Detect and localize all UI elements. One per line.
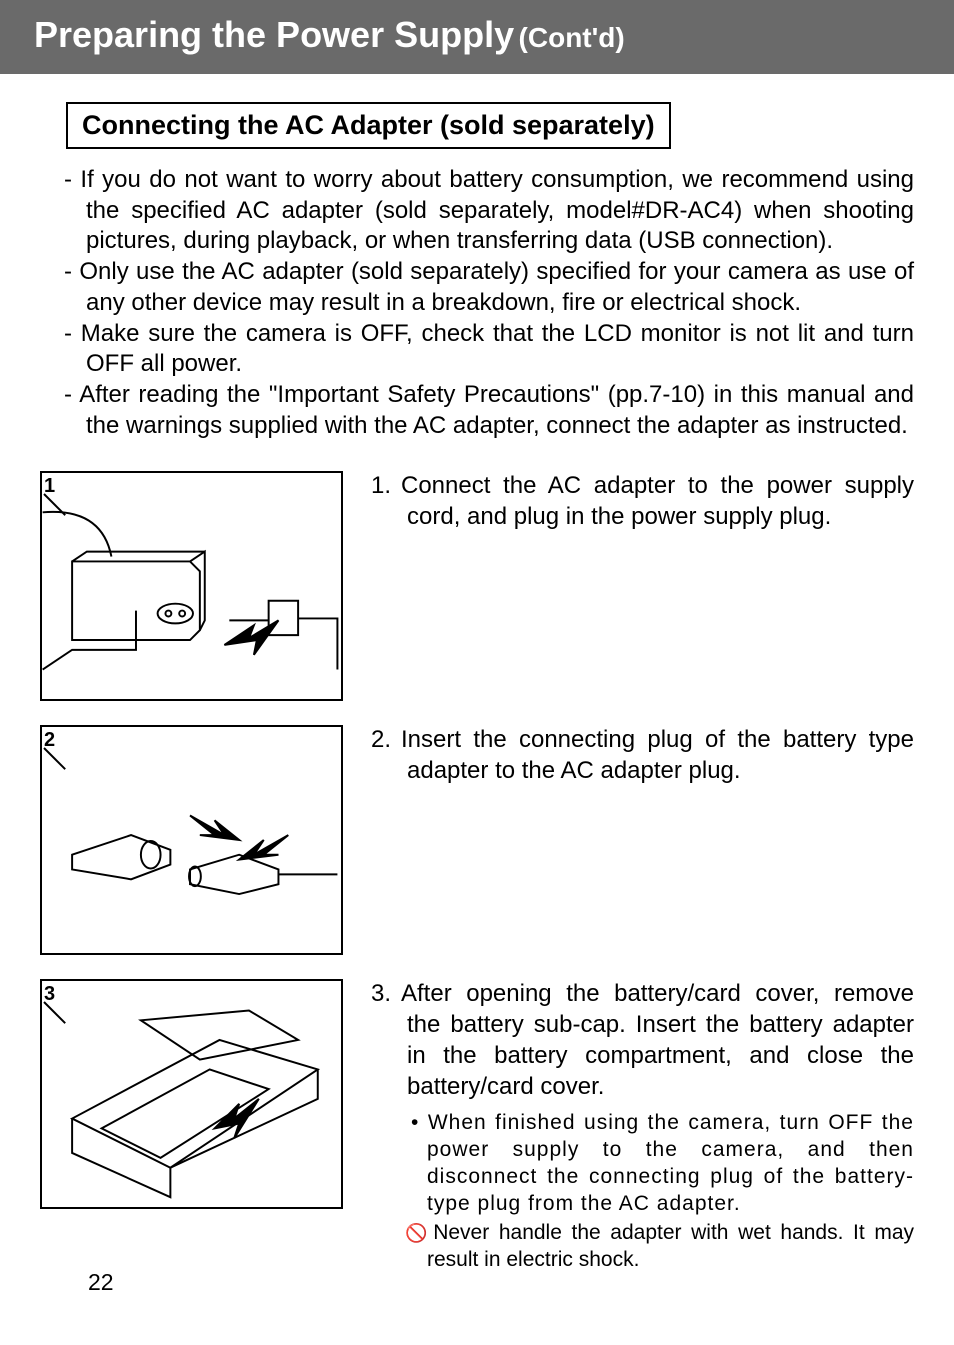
step-illustration-1: 1	[40, 471, 343, 701]
connector-plug-illustration-icon	[42, 727, 341, 953]
illustration-number: 1	[44, 475, 55, 498]
step-illustration-3: 3	[40, 979, 343, 1209]
step-text: 2.Insert the connecting plug of the batt…	[371, 725, 914, 786]
battery-compartment-illustration-icon	[42, 981, 341, 1207]
warning-text: Never handle the adapter with wet hands.…	[427, 1221, 914, 1271]
step-body: Connect the AC adapter to the power supp…	[401, 472, 914, 530]
illustration-number: 2	[44, 729, 55, 752]
step-body: After opening the battery/card cover, re…	[401, 980, 914, 1099]
step-body: Insert the connecting plug of the batter…	[401, 726, 914, 784]
step-number: 1.	[371, 471, 401, 502]
step-text: 3.After opening the battery/card cover, …	[371, 979, 914, 1275]
intro-list: If you do not want to worry about batter…	[40, 165, 914, 441]
sub-bullet-list: When finished using the camera, turn OFF…	[407, 1110, 914, 1273]
page-content: Connecting the AC Adapter (sold separate…	[0, 74, 954, 1276]
step-illustration-2: 2	[40, 725, 343, 955]
step-number: 2.	[371, 725, 401, 756]
illustration-number: 3	[44, 983, 55, 1006]
intro-item: Only use the AC adapter (sold separately…	[40, 257, 914, 318]
step-row: 3 3.After opening the battery/card cover…	[40, 979, 914, 1275]
step-row: 1 1.Connect the AC adapter to the power …	[40, 471, 914, 701]
header-contd: (Cont'd)	[519, 22, 625, 53]
intro-item: If you do not want to worry about batter…	[40, 165, 914, 257]
step-row: 2 2.Insert the connecting plug of the ba…	[40, 725, 914, 955]
adapter-plug-illustration-icon	[42, 473, 341, 699]
header-bar: Preparing the Power Supply (Cont'd)	[0, 0, 954, 74]
step-text: 1.Connect the AC adapter to the power su…	[371, 471, 914, 532]
intro-item: Make sure the camera is OFF, check that …	[40, 319, 914, 380]
sub-bullet-item: When finished using the camera, turn OFF…	[407, 1110, 914, 1218]
step-number: 3.	[371, 979, 401, 1010]
intro-item: After reading the "Important Safety Prec…	[40, 380, 914, 441]
prohibit-icon: 🚫	[405, 1223, 431, 1243]
page-number: 22	[88, 1269, 114, 1296]
header-title: Preparing the Power Supply	[34, 14, 514, 55]
section-title: Connecting the AC Adapter (sold separate…	[66, 102, 671, 149]
sub-bullet-warning: 🚫Never handle the adapter with wet hands…	[407, 1220, 914, 1274]
